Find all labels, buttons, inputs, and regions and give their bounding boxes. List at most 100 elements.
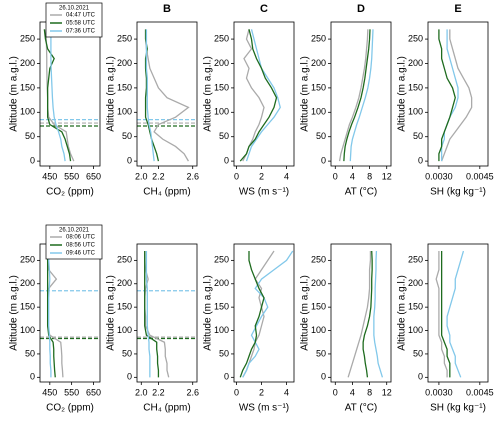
- x-axis-label: CO₂ (ppm): [46, 403, 94, 414]
- profile-line: [347, 251, 372, 378]
- x-axis-label: AT (°C): [345, 187, 378, 198]
- y-tick-label: 150: [311, 82, 326, 92]
- y-tick-label: 50: [413, 131, 423, 141]
- plot-frame: [39, 21, 101, 167]
- profile-line: [440, 251, 451, 378]
- legend-label: 04:47 UTC: [66, 13, 96, 19]
- x-tick-label: 0: [234, 387, 239, 397]
- x-axis-label: WS (m s⁻¹): [239, 403, 289, 414]
- profile-line: [144, 29, 190, 162]
- y-tick-label: 200: [20, 58, 35, 68]
- y-tick-label: 150: [408, 302, 423, 312]
- y-tick-label: 100: [408, 325, 423, 335]
- profile-line: [43, 29, 72, 162]
- y-tick-label: 0: [321, 155, 326, 165]
- y-tick-label: 250: [214, 33, 229, 43]
- profile-line: [46, 251, 56, 378]
- legend-label: 08:06 UTC: [66, 235, 96, 241]
- x-tick-label: 4: [350, 171, 355, 181]
- legend-label: 05:58 UTC: [66, 21, 96, 27]
- x-axis-label: WS (m s⁻¹): [239, 187, 289, 198]
- x-tick-label: 2.0: [135, 171, 148, 181]
- x-axis-label: CH₄ (ppm): [143, 403, 190, 414]
- x-axis-label: SH (kg kg⁻¹): [430, 403, 486, 414]
- panel: 0 50 100 150 200 250 2.0 2.2 2.6 CH₄ (ppm) Altitud…: [106, 243, 199, 414]
- profile-line: [440, 29, 459, 162]
- y-tick-label: 100: [311, 325, 326, 335]
- x-tick-label: 8: [367, 387, 372, 397]
- y-tick-label: 250: [117, 33, 132, 43]
- x-tick-label: 4: [284, 387, 289, 397]
- y-tick-label: 150: [20, 82, 35, 92]
- y-tick-label: 200: [117, 58, 132, 68]
- profile-line: [242, 250, 275, 378]
- profile-line: [242, 29, 265, 162]
- panel: 0 50 100 150 200 250 0 4 8 12 AT (°C) Altitude (m a…: [300, 243, 392, 414]
- panel: 0 50 100 150 200 250 0.0030 0.0045 SH (kg kg⁻¹) A…: [397, 243, 494, 414]
- y-tick-label: 150: [214, 82, 229, 92]
- x-tick-label: 2.2: [152, 387, 165, 397]
- x-axis-label: AT (°C): [345, 403, 378, 414]
- panel: 0 50 100 150 200 250 450 550 650 CO₂ (ppm) Altitud…: [9, 224, 103, 414]
- profile-line: [362, 250, 373, 378]
- plot-frame: [330, 243, 392, 383]
- y-tick-label: 150: [408, 82, 423, 92]
- x-axis-label: CH₄ (ppm): [143, 187, 190, 198]
- y-axis-label: Altitude (m a.g.l.): [9, 275, 20, 351]
- y-axis-label: Altitude (m a.g.l.): [9, 56, 20, 132]
- x-tick-label: 0: [333, 171, 338, 181]
- panel: 0 50 100 150 200 250 450 550 650 CO₂ (ppm) Altitud…: [9, 2, 103, 198]
- profile-line: [435, 251, 448, 378]
- x-tick-label: 2: [259, 171, 264, 181]
- x-tick-label: 650: [86, 171, 101, 181]
- y-tick-label: 200: [20, 278, 35, 288]
- y-tick-label: 50: [413, 348, 423, 358]
- y-tick-label: 200: [408, 58, 423, 68]
- y-tick-label: 200: [311, 278, 326, 288]
- y-tick-label: 150: [214, 302, 229, 312]
- y-tick-label: 50: [219, 131, 229, 141]
- panel-letter: D: [357, 3, 365, 15]
- y-tick-label: 250: [311, 33, 326, 43]
- y-tick-label: 250: [20, 255, 35, 265]
- profile-line: [48, 251, 52, 378]
- x-tick-label: 12: [382, 171, 392, 181]
- x-tick-label: 450: [42, 387, 57, 397]
- profile-line: [338, 29, 369, 162]
- y-axis-label: Altitude (m a.g.l.): [106, 56, 117, 132]
- profile-line: [373, 250, 384, 378]
- profile-line: [438, 29, 456, 162]
- y-tick-label: 100: [214, 325, 229, 335]
- panel: 0 50 100 150 200 250 0.0030 0.0045 SH (kg kg⁻¹) A…: [397, 3, 494, 198]
- y-tick-label: 50: [122, 348, 132, 358]
- panel: 0 50 100 150 200 250 2.0 2.2 2.6 CH₄ (ppm) Altitud…: [106, 3, 199, 198]
- y-tick-label: 200: [408, 278, 423, 288]
- y-tick-label: 100: [214, 107, 229, 117]
- x-tick-label: 450: [42, 171, 57, 181]
- y-tick-label: 100: [20, 325, 35, 335]
- x-tick-label: 2.6: [186, 387, 199, 397]
- x-tick-label: 0.0030: [425, 387, 453, 397]
- y-tick-label: 250: [311, 255, 326, 265]
- x-tick-label: 0.0030: [425, 171, 453, 181]
- profile-line: [145, 29, 155, 162]
- profile-line: [50, 29, 66, 162]
- panel-letter: E: [454, 3, 461, 15]
- y-tick-label: 0: [418, 155, 423, 165]
- y-tick-label: 0: [127, 372, 132, 382]
- y-tick-label: 50: [122, 131, 132, 141]
- y-tick-label: 50: [219, 348, 229, 358]
- x-tick-label: 4: [284, 171, 289, 181]
- plot-frame: [427, 21, 489, 167]
- x-tick-label: 650: [86, 387, 101, 397]
- y-tick-label: 200: [311, 58, 326, 68]
- y-tick-label: 100: [20, 107, 35, 117]
- profile-line: [446, 250, 465, 378]
- profile-line: [144, 251, 170, 378]
- x-tick-label: 2.6: [186, 171, 199, 181]
- panel-letter: B: [163, 3, 171, 15]
- legend-title: 26.10.2021: [59, 6, 90, 12]
- profile-line: [239, 29, 278, 162]
- y-tick-label: 0: [224, 155, 229, 165]
